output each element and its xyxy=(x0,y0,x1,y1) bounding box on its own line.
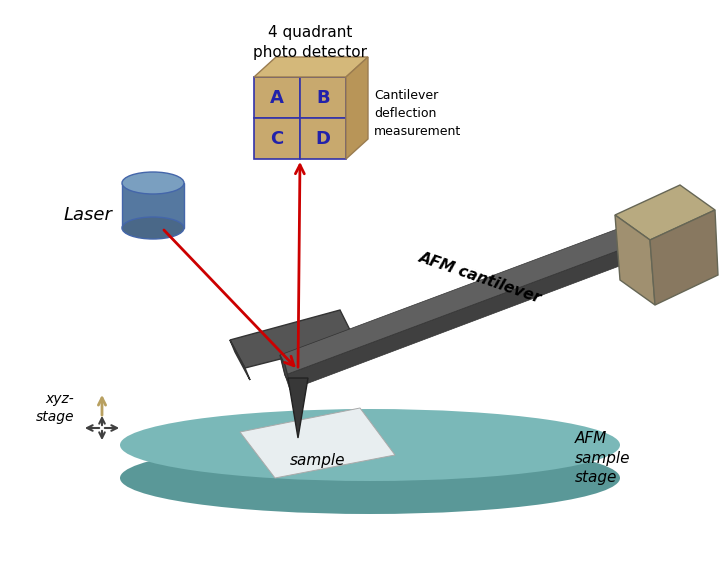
Ellipse shape xyxy=(122,172,184,194)
Polygon shape xyxy=(240,408,395,478)
Ellipse shape xyxy=(120,442,620,514)
Polygon shape xyxy=(615,185,715,240)
Polygon shape xyxy=(615,215,655,305)
Text: A: A xyxy=(270,89,284,107)
Text: D: D xyxy=(316,130,330,148)
Text: AFM
sample
stage: AFM sample stage xyxy=(575,431,630,485)
Text: B: B xyxy=(317,89,329,107)
Polygon shape xyxy=(230,310,355,368)
Text: Cantilever
deflection
measurement: Cantilever deflection measurement xyxy=(374,89,461,138)
Polygon shape xyxy=(230,340,250,380)
Polygon shape xyxy=(285,248,630,390)
Ellipse shape xyxy=(120,409,620,481)
Text: xyz-
stage: xyz- stage xyxy=(35,392,74,424)
Polygon shape xyxy=(300,77,346,118)
Polygon shape xyxy=(288,378,308,438)
FancyBboxPatch shape xyxy=(122,183,184,228)
Polygon shape xyxy=(300,118,346,159)
Ellipse shape xyxy=(122,217,184,239)
Polygon shape xyxy=(280,228,625,375)
Polygon shape xyxy=(254,77,300,118)
Polygon shape xyxy=(280,355,290,385)
Text: Laser: Laser xyxy=(63,206,112,224)
Polygon shape xyxy=(346,57,368,159)
Text: AFM cantilever: AFM cantilever xyxy=(417,250,543,306)
Text: 4 quadrant
photo detector: 4 quadrant photo detector xyxy=(253,25,367,60)
Polygon shape xyxy=(650,210,718,305)
Text: sample: sample xyxy=(291,452,346,468)
Text: C: C xyxy=(270,130,283,148)
Polygon shape xyxy=(254,57,368,77)
Polygon shape xyxy=(254,118,300,159)
